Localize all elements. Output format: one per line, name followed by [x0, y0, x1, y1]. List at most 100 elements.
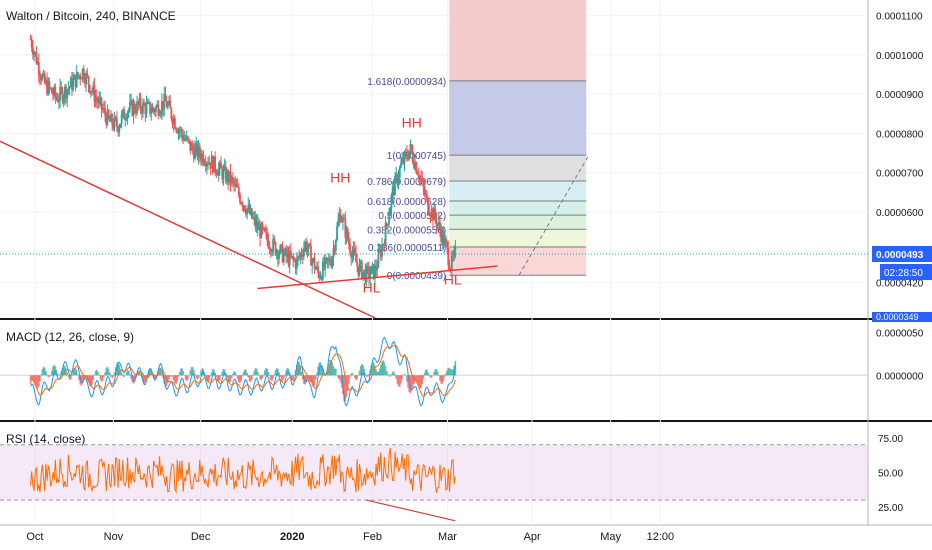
macd-histogram-bar [306, 375, 309, 381]
candle-body [189, 140, 192, 151]
macd-histogram-bar [240, 375, 242, 381]
candle-body [242, 205, 245, 207]
candle-body [366, 266, 369, 268]
candle-body [240, 202, 243, 204]
candle-body [337, 220, 340, 227]
price-axis[interactable]: 0.00004200.00005000.00006000.00007000.00… [872, 12, 932, 514]
macd-histogram-bar [56, 373, 59, 376]
macd-histogram-bar [398, 375, 401, 387]
candle-body [37, 61, 40, 75]
macd-histogram-bar [117, 362, 119, 376]
candle-body [203, 163, 206, 165]
macd-histogram-bar [417, 375, 420, 387]
candle-body [50, 88, 53, 94]
macd-histogram-bar [260, 375, 263, 381]
rsi-tick-label: 25.00 [878, 503, 903, 514]
macd-histogram-bar [204, 375, 207, 377]
candle-body [72, 79, 75, 90]
macd-histogram-bar [426, 369, 428, 376]
candle-body [104, 108, 106, 116]
macd-histogram-bar [241, 375, 244, 377]
candle-body [408, 150, 411, 160]
candle-body [236, 186, 239, 188]
macd-histogram-bar [429, 375, 432, 379]
candle-body [439, 222, 441, 231]
macd-histogram-bar [265, 368, 267, 376]
macd-histogram-bar [261, 375, 264, 379]
candle-body [79, 75, 82, 79]
macd-histogram-bar [333, 368, 336, 376]
candle-body [430, 208, 433, 217]
candle-body [306, 249, 309, 252]
candle-body [342, 217, 344, 222]
candle-body [431, 208, 434, 221]
macd-histogram-bar [182, 370, 184, 376]
macd-histogram-bar [246, 372, 248, 376]
candle-body [365, 266, 368, 282]
candle-body [76, 72, 79, 77]
macd-histogram-bar [451, 370, 453, 376]
candle-body [170, 108, 173, 119]
candle-body [49, 87, 52, 89]
candle-body [74, 75, 77, 87]
macd-histogram-bar [229, 375, 232, 382]
candle-body [374, 266, 376, 279]
macd-histogram-bar [291, 375, 293, 381]
fib-level-label: 0.5(0.0000592) [378, 211, 446, 222]
macd-histogram-bar [282, 375, 285, 379]
macd-histogram-bar [239, 375, 241, 383]
macd-histogram-bar [82, 375, 85, 381]
candle-body [88, 85, 91, 93]
macd-histogram-bar [43, 367, 46, 376]
candle-body [59, 86, 62, 101]
candle-body [247, 205, 250, 210]
macd-histogram-bar [191, 366, 194, 376]
macd-histogram-bar [350, 373, 353, 376]
candle-body [241, 203, 244, 207]
candle-body [376, 267, 379, 271]
macd-histogram-bar [355, 375, 357, 380]
candle-body [46, 80, 49, 95]
candle-body [231, 176, 234, 181]
macd-histogram-bar [251, 375, 253, 380]
candle-body [100, 97, 103, 110]
candle-body [250, 208, 253, 219]
candle-body [339, 214, 342, 222]
macd-histogram-bar [33, 375, 35, 383]
candle-body [136, 101, 138, 114]
macd-histogram-bar [138, 370, 141, 376]
candle-body [86, 73, 89, 77]
candle-body [169, 100, 172, 109]
candle-body [126, 112, 129, 119]
macd-histogram-bar [295, 364, 298, 376]
macd-histogram-bar [371, 361, 374, 376]
macd-histogram-bar [84, 375, 86, 378]
time-tick-label: Feb [363, 531, 382, 543]
macd-histogram-bar [38, 375, 40, 387]
macd-histogram-bar [421, 375, 424, 385]
macd-histogram-bar [395, 375, 398, 379]
candle-body [258, 225, 260, 231]
macd-histogram-bar [391, 371, 394, 376]
candle-body [294, 260, 297, 269]
candle-body [420, 176, 422, 180]
candle-body [114, 116, 117, 119]
macd-histogram-bar [157, 370, 160, 376]
macd-histogram-bar [436, 371, 439, 376]
candle-body [166, 104, 169, 108]
candle-body [402, 158, 405, 164]
time-axis[interactable]: Oct Nov Dec 2020 Feb Mar Apr May 12:00 [26, 531, 674, 543]
trendlines[interactable] [0, 140, 590, 319]
fib-level-label: 0.618(0.0000628) [367, 197, 446, 208]
macd-histogram-bar [51, 370, 53, 376]
macd-histogram-bar [322, 368, 324, 376]
macd-histogram-bar [105, 368, 108, 376]
fibonacci-retracement[interactable]: 1.618(0.0000934) 1(0.0000745) 0.786(0.0000… [367, 0, 587, 282]
macd-histogram-bar [194, 374, 196, 376]
candle-body [201, 153, 204, 161]
macd-histogram-bar [92, 375, 95, 381]
candle-body [142, 102, 144, 114]
candle-body [423, 186, 426, 195]
macd-histogram-bar [54, 366, 57, 376]
